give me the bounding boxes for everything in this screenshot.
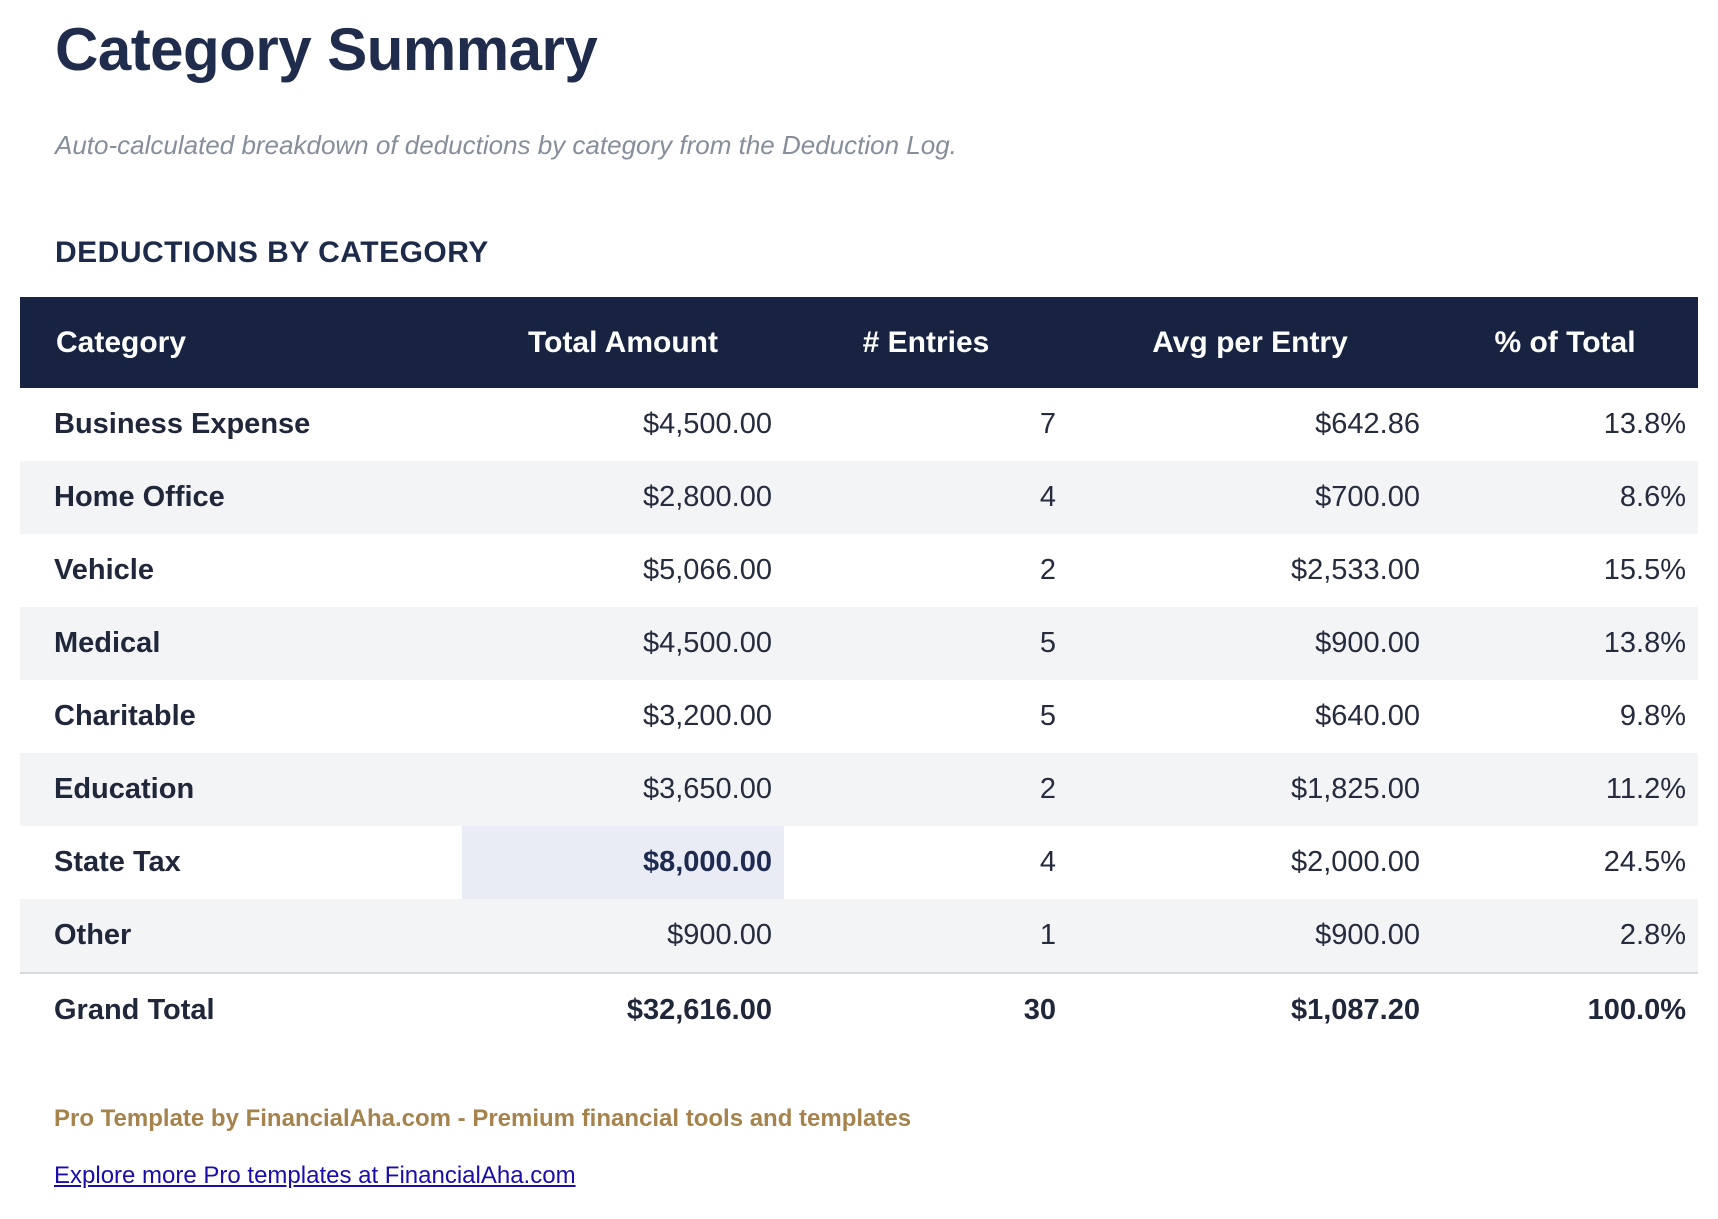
cell-category: Grand Total (20, 972, 462, 1046)
cell-pct-of-total: 9.8% (1619, 700, 1686, 732)
cell-pct-of-total: 100.0% (1432, 972, 1698, 1046)
table-row-home-office: Home Office $2,800.00 4 $700.00 8.6% (20, 461, 1698, 534)
cell-pct-of-total: 15.5% (1603, 554, 1686, 586)
cell-avg-per-entry: $1,087.20 (1068, 972, 1432, 1046)
table-row-vehicle: Vehicle $5,066.00 2 $2,533.00 15.5% (20, 534, 1698, 607)
cell-total-amount: $2,800.00 (462, 461, 784, 534)
cell-category: Business Expense (54, 408, 311, 440)
cell-entries: 5 (1039, 700, 1056, 732)
cell-total-amount-highlighted: $8,000.00 (462, 826, 784, 899)
table-row-charitable: Charitable $3,200.00 5 $640.00 9.8% (20, 680, 1698, 753)
table-row-grand-total: Grand Total $32,616.00 30 $1,087.20 100.… (20, 972, 1698, 1046)
cell-entries: 2 (784, 753, 1068, 826)
cell-pct-of-total: 11.2% (1432, 753, 1698, 826)
cell-total-amount: $3,200.00 (642, 700, 772, 732)
cell-entries: 1 (784, 899, 1068, 973)
cell-avg-per-entry: $642.86 (1315, 408, 1420, 440)
section-heading: DEDUCTIONS BY CATEGORY (55, 236, 489, 269)
cell-total-amount: $900.00 (462, 899, 784, 973)
deductions-table: Category Total Amount # Entries Avg per … (20, 297, 1698, 1046)
column-header-pct-of-total: % of Total (1432, 297, 1698, 388)
table-row-business-expense: Business Expense $4,500.00 7 $642.86 13.… (20, 388, 1698, 461)
footer-promo-text: Pro Template by FinancialAha.com - Premi… (54, 1105, 912, 1132)
cell-total-amount: $32,616.00 (462, 972, 784, 1046)
cell-entries: 7 (1039, 408, 1056, 440)
column-header-category: Category (20, 297, 462, 388)
cell-entries: 2 (1039, 554, 1056, 586)
table-row-other: Other $900.00 1 $900.00 2.8% (20, 899, 1698, 973)
cell-entries: 4 (784, 461, 1068, 534)
cell-avg-per-entry: $700.00 (1068, 461, 1432, 534)
table-row-education: Education $3,650.00 2 $1,825.00 11.2% (20, 753, 1698, 826)
cell-avg-per-entry: $2,000.00 (1290, 846, 1420, 878)
cell-category: State Tax (54, 846, 181, 878)
cell-total-amount: $4,500.00 (462, 607, 784, 680)
cell-total-amount: $4,500.00 (642, 408, 772, 440)
table-header-row: Category Total Amount # Entries Avg per … (20, 297, 1698, 388)
cell-category: Other (20, 899, 462, 973)
category-summary-page: Category Summary Auto-calculated breakdo… (0, 14, 1718, 1190)
cell-entries: 30 (784, 972, 1068, 1046)
cell-entries: 4 (1039, 846, 1056, 878)
cell-category: Education (20, 753, 462, 826)
cell-pct-of-total: 13.8% (1432, 607, 1698, 680)
cell-pct-of-total: 8.6% (1432, 461, 1698, 534)
cell-avg-per-entry: $900.00 (1068, 607, 1432, 680)
table-header: Category Total Amount # Entries Avg per … (20, 297, 1698, 388)
cell-category: Charitable (54, 700, 196, 732)
cell-total-amount: $3,650.00 (462, 753, 784, 826)
table-row-medical: Medical $4,500.00 5 $900.00 13.8% (20, 607, 1698, 680)
column-header-avg-per-entry: Avg per Entry (1068, 297, 1432, 388)
cell-entries: 5 (784, 607, 1068, 680)
cell-pct-of-total: 2.8% (1432, 899, 1698, 973)
footer-explore-link[interactable]: Explore more Pro templates at FinancialA… (54, 1162, 576, 1189)
cell-category: Medical (20, 607, 462, 680)
cell-category: Home Office (20, 461, 462, 534)
cell-total-amount: $5,066.00 (642, 554, 772, 586)
cell-pct-of-total: 24.5% (1603, 846, 1686, 878)
column-header-entries: # Entries (784, 297, 1068, 388)
cell-avg-per-entry: $640.00 (1315, 700, 1420, 732)
cell-avg-per-entry: $1,825.00 (1068, 753, 1432, 826)
page-title: Category Summary (55, 16, 598, 83)
cell-category: Vehicle (54, 554, 154, 586)
cell-avg-per-entry: $900.00 (1068, 899, 1432, 973)
table-row-state-tax: State Tax $8,000.00 4 $2,000.00 24.5% (20, 826, 1698, 899)
column-header-total-amount: Total Amount (462, 297, 784, 388)
cell-pct-of-total: 13.8% (1603, 408, 1686, 440)
cell-avg-per-entry: $2,533.00 (1290, 554, 1420, 586)
page-subtitle: Auto-calculated breakdown of deductions … (55, 130, 957, 160)
